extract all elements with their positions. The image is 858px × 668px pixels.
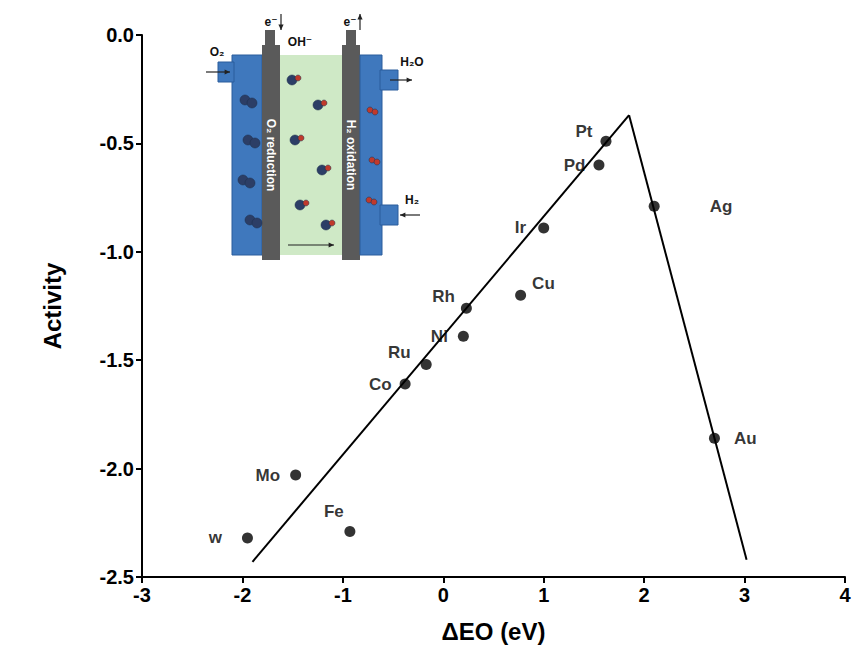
svg-text:H₂O: H₂O (400, 55, 423, 69)
svg-text:Au: Au (734, 429, 757, 448)
svg-text:Ru: Ru (388, 343, 411, 362)
svg-text:Ni: Ni (431, 327, 448, 346)
svg-text:2: 2 (639, 584, 650, 606)
svg-text:Pt: Pt (575, 122, 592, 141)
svg-text:-2: -2 (234, 584, 252, 606)
svg-text:ΔEO (eV): ΔEO (eV) (442, 618, 546, 645)
svg-text:-1: -1 (334, 584, 352, 606)
svg-text:-1.5: -1.5 (100, 349, 134, 371)
svg-text:-2.5: -2.5 (100, 566, 134, 588)
svg-text:-0.5: -0.5 (100, 132, 134, 154)
svg-text:H₂ oxidation: H₂ oxidation (344, 120, 358, 191)
svg-text:e⁻: e⁻ (264, 15, 277, 29)
svg-text:H₂: H₂ (405, 193, 419, 207)
svg-text:0.0: 0.0 (106, 24, 134, 46)
svg-text:3: 3 (739, 584, 750, 606)
svg-text:Ag: Ag (710, 197, 733, 216)
svg-text:-3: -3 (133, 584, 151, 606)
svg-text:OH⁻: OH⁻ (288, 35, 312, 49)
svg-text:-1.0: -1.0 (100, 241, 134, 263)
svg-text:O₂: O₂ (210, 45, 225, 59)
svg-text:e⁻: e⁻ (343, 15, 356, 29)
svg-text:Mo: Mo (256, 466, 281, 485)
svg-text:Rh: Rh (432, 287, 455, 306)
svg-text:Pd: Pd (564, 156, 586, 175)
svg-text:Ir: Ir (515, 218, 527, 237)
svg-text:4: 4 (839, 584, 851, 606)
svg-text:-2.0: -2.0 (100, 458, 134, 480)
svg-text:Fe: Fe (324, 502, 344, 521)
svg-text:1: 1 (538, 584, 549, 606)
svg-text:0: 0 (438, 584, 449, 606)
svg-text:Cu: Cu (532, 274, 555, 293)
svg-text:Co: Co (369, 375, 392, 394)
svg-text:Activity: Activity (39, 262, 66, 349)
svg-text:w: w (208, 528, 223, 547)
svg-text:O₂ reduction: O₂ reduction (264, 119, 278, 192)
